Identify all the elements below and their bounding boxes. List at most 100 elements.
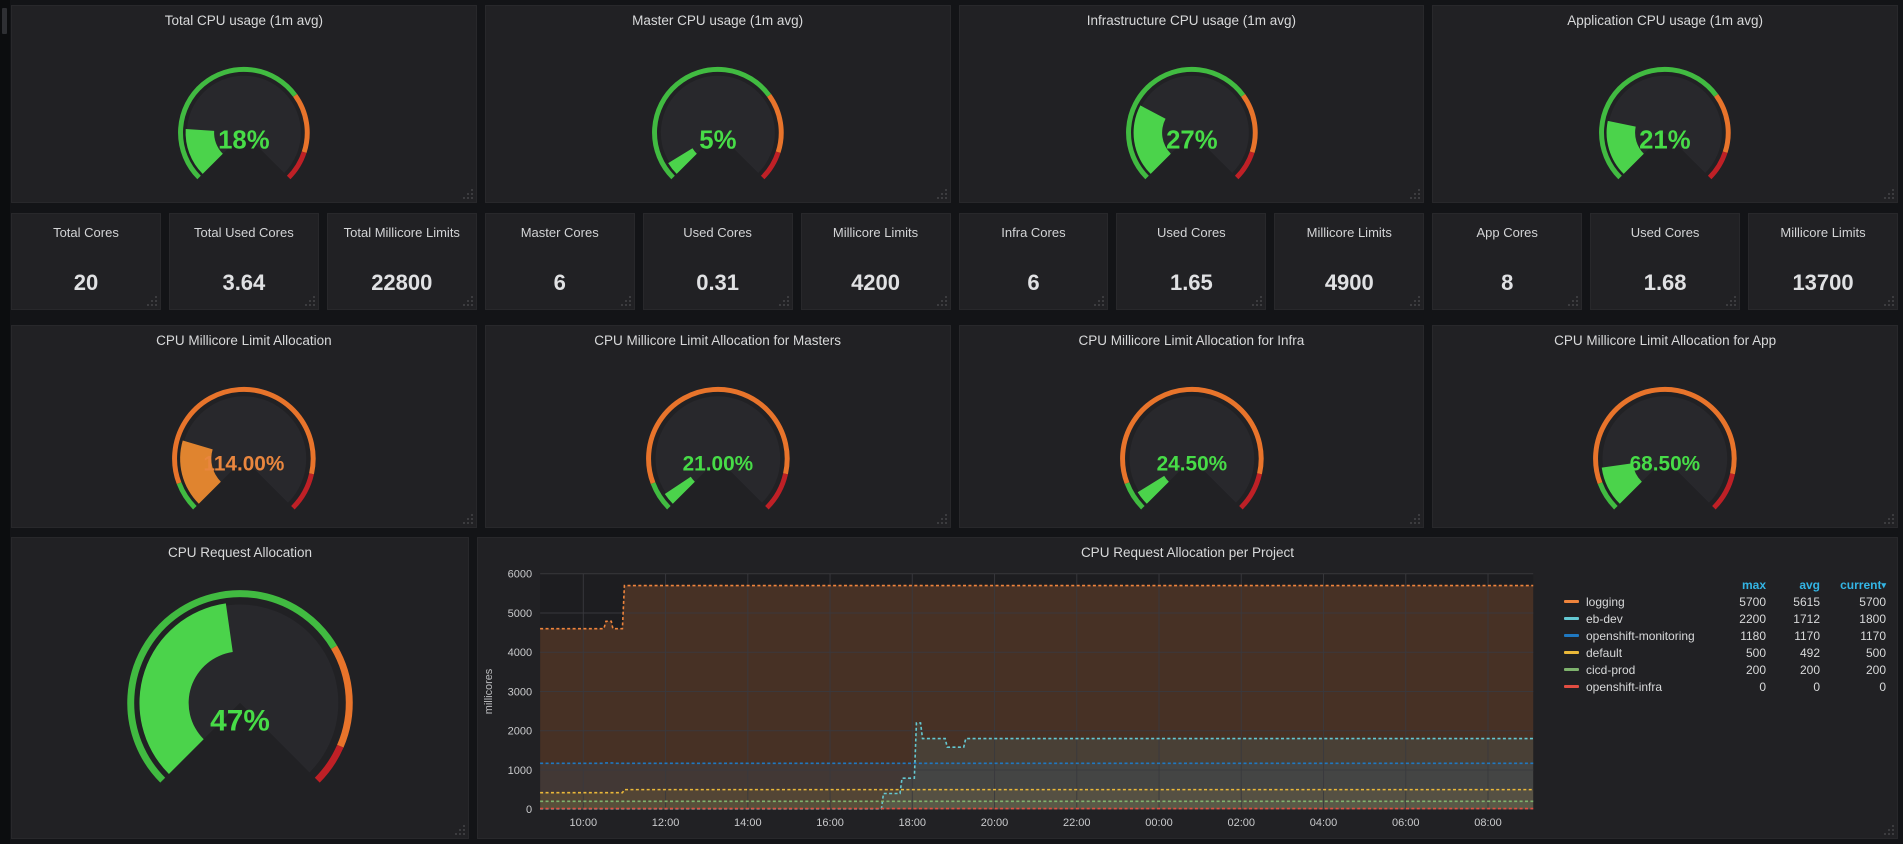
stat-value: 20 (73, 270, 99, 295)
legend-current-value: 1170 (1860, 628, 1886, 643)
legend-swatch-icon[interactable] (1564, 600, 1579, 603)
legend-series-name[interactable]: cicd-prod (1586, 662, 1636, 677)
gauge-panel-title[interactable]: CPU Request Allocation (167, 545, 313, 560)
gauge: 18% (178, 66, 310, 180)
stat-title[interactable]: Used Cores (1157, 225, 1226, 240)
stat-title[interactable]: App Cores (1476, 225, 1538, 240)
y-tick-label: 6000 (508, 569, 533, 581)
gauge-panel-title[interactable]: Infrastructure CPU usage (1m avg) (1086, 13, 1297, 28)
legend-series-name[interactable]: openshift-infra (1586, 679, 1663, 694)
gauge-panel-title[interactable]: CPU Millicore Limit Allocation for Infra (1078, 333, 1305, 348)
panel-resize-handle[interactable] (1252, 296, 1263, 307)
legend-avg-value: 1712 (1793, 611, 1820, 626)
stat-title[interactable]: Millicore Limits (832, 225, 919, 240)
x-tick-label: 12:00 (652, 817, 680, 829)
stat-value: 1.65 (1169, 270, 1213, 295)
panel-resize-handle[interactable] (462, 189, 474, 200)
sidebar-grip-icon[interactable] (2, 8, 7, 34)
legend-sort-avg[interactable]: avg (1766, 578, 1820, 592)
panel-stat-app-cores: App Cores 8 (1432, 213, 1583, 310)
legend-swatch-icon[interactable] (1564, 668, 1579, 671)
panel-resize-handle[interactable] (462, 296, 474, 307)
panel-resize-handle[interactable] (936, 296, 948, 307)
panel-stat-millicore-limits: Millicore Limits 4200 (800, 213, 951, 310)
gauge: 21.00% (645, 386, 790, 510)
gauge-panel-title[interactable]: CPU Millicore Limit Allocation (156, 333, 332, 348)
collapsed-sidebar[interactable] (0, 0, 10, 844)
panel-resize-handle[interactable] (1094, 296, 1105, 307)
panel-resize-handle[interactable] (1884, 296, 1895, 307)
stat-title[interactable]: Millicore Limits (1306, 225, 1392, 240)
legend-swatch-icon[interactable] (1564, 634, 1579, 637)
panel-resize-handle[interactable] (462, 514, 474, 525)
stat-title[interactable]: Total Millicore Limits (343, 225, 460, 240)
y-tick-label: 0 (526, 804, 532, 816)
legend-swatch-icon[interactable] (1564, 685, 1579, 688)
y-tick-label: 3000 (508, 686, 533, 698)
stat-title[interactable]: Used Cores (683, 225, 752, 240)
stat-title[interactable]: Total Used Cores (194, 225, 294, 240)
legend-current-value: 1800 (1859, 611, 1886, 626)
panel-gauge-cpu-millicore-limit-allocation-for-app: CPU Millicore Limit Allocation for App 68… (1432, 325, 1898, 528)
legend-series-name[interactable]: eb-dev (1586, 611, 1623, 626)
legend-current-value: 200 (1865, 662, 1886, 677)
stat-value: 0.31 (696, 270, 740, 295)
legend-series-name[interactable]: openshift-monitoring (1586, 628, 1695, 643)
series-fill-openshift-monitoring (540, 762, 1534, 810)
series-fill-eb-dev (540, 722, 1534, 810)
panel-resize-handle[interactable] (1410, 189, 1421, 200)
gauge-panel-title[interactable]: CPU Millicore Limit Allocation for App (1554, 333, 1777, 348)
legend-max-value: 5700 (1739, 594, 1766, 609)
panel-resize-handle[interactable] (1884, 189, 1895, 200)
legend-max-value: 0 (1759, 679, 1766, 694)
panel-resize-handle[interactable] (936, 189, 948, 200)
panel-gauge-application-cpu-usage-1m-avg-: Application CPU usage (1m avg) 21% (1432, 5, 1898, 203)
panel-resize-handle[interactable] (1884, 825, 1895, 836)
legend-swatch-icon[interactable] (1564, 651, 1579, 654)
gauge-panel-title[interactable]: Application CPU usage (1m avg) (1567, 13, 1764, 28)
gauge-value: 27% (1166, 127, 1218, 155)
stat-title[interactable]: Total Cores (53, 225, 119, 240)
chart-panel-title[interactable]: CPU Request Allocation per Project (1080, 545, 1295, 560)
legend-sort-current[interactable]: current▾ (1820, 578, 1886, 592)
series-fill-logging (540, 585, 1534, 810)
panel-resize-handle[interactable] (1568, 296, 1579, 307)
panel-resize-handle[interactable] (1726, 296, 1737, 307)
stat-title[interactable]: Infra Cores (1001, 225, 1066, 240)
series-fill-default (540, 789, 1534, 810)
stat-value: 8 (1501, 270, 1514, 295)
stat-title[interactable]: Used Cores (1630, 225, 1700, 240)
legend-sort-max[interactable]: max (1712, 578, 1766, 592)
panel-resize-handle[interactable] (146, 296, 158, 307)
gauge: 24.50% (1119, 386, 1264, 510)
gauge-panel-title[interactable]: Total CPU usage (1m avg) (164, 13, 324, 28)
gauge-panel-title[interactable]: Master CPU usage (1m avg) (632, 13, 804, 28)
legend-swatch-icon[interactable] (1564, 617, 1579, 620)
legend-series-name[interactable]: default (1586, 645, 1623, 660)
legend-column-label: max (1741, 577, 1766, 592)
sort-caret-icon: ▾ (1881, 579, 1886, 590)
stat-value: 4200 (851, 270, 901, 295)
panel-resize-handle[interactable] (304, 296, 316, 307)
x-tick-label: 16:00 (816, 817, 844, 829)
panel-resize-handle[interactable] (1410, 514, 1421, 525)
panel-resize-handle[interactable] (936, 514, 948, 525)
panel-gauge-cpu-millicore-limit-allocation-for-infra: CPU Millicore Limit Allocation for Infra… (958, 325, 1425, 528)
panel-resize-handle[interactable] (1884, 514, 1895, 525)
stat-value: 6 (553, 270, 566, 295)
stat-title[interactable]: Master Cores (520, 225, 599, 240)
stat-title[interactable]: Millicore Limits (1780, 225, 1866, 240)
legend-series-name[interactable]: logging (1586, 594, 1625, 609)
y-tick-label: 5000 (508, 608, 533, 620)
panel-gauge-cpu-millicore-limit-allocation: CPU Millicore Limit Allocation 114.00% (11, 325, 477, 528)
panel-stat-total-millicore-limits: Total Millicore Limits 22800 (326, 213, 477, 310)
gauge-panel-title[interactable]: CPU Millicore Limit Allocation for Maste… (594, 333, 842, 348)
panel-resize-handle[interactable] (778, 296, 790, 307)
panel-resize-handle[interactable] (620, 296, 632, 307)
panel-cpu-request-allocation-per-project: CPU Request Allocation per Project 0 1000… (477, 537, 1898, 839)
panel-resize-handle[interactable] (455, 825, 466, 836)
panel-resize-handle[interactable] (1410, 296, 1421, 307)
gauge: 47% (127, 590, 353, 783)
legend-row-openshift-infra: openshift-infra 0 0 0 (1564, 678, 1886, 695)
